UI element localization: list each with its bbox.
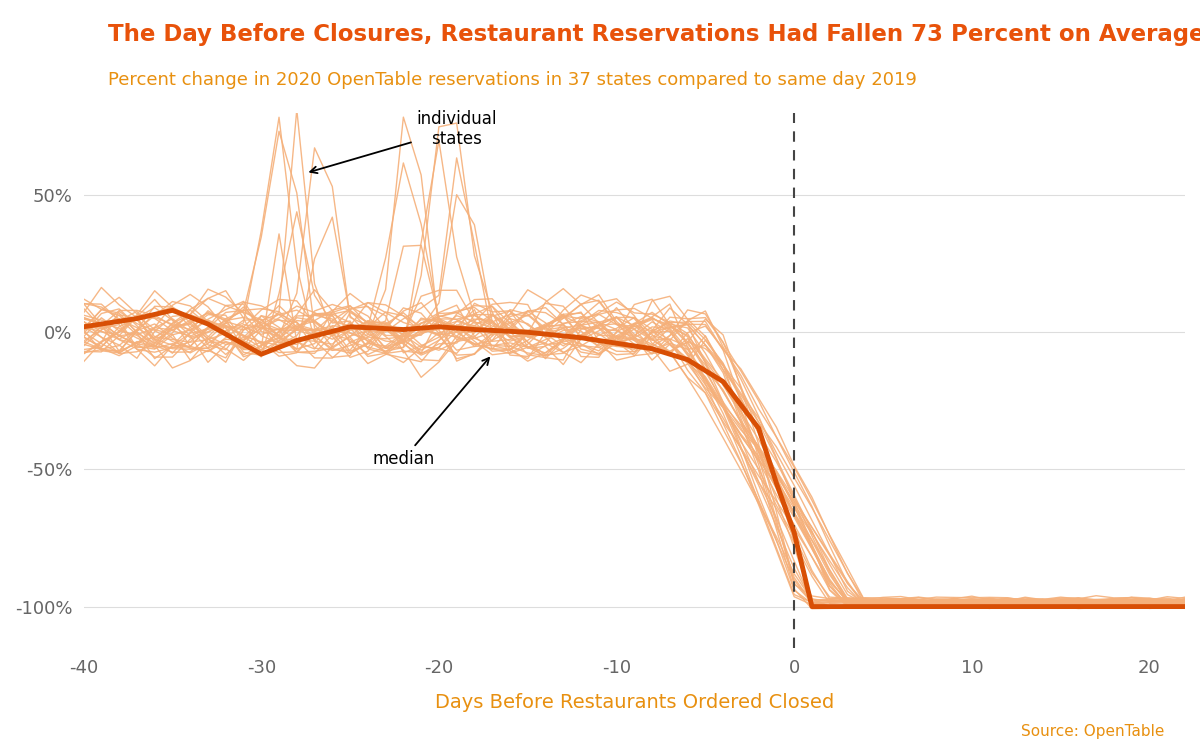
Text: individual
states: individual states <box>311 110 497 173</box>
Text: The Day Before Closures, Restaurant Reservations Had Fallen 73 Percent on Averag: The Day Before Closures, Restaurant Rese… <box>108 22 1200 46</box>
Text: median: median <box>372 358 490 468</box>
X-axis label: Days Before Restaurants Ordered Closed: Days Before Restaurants Ordered Closed <box>434 694 834 712</box>
Text: Source: OpenTable: Source: OpenTable <box>1021 724 1164 739</box>
Text: Percent change in 2020 OpenTable reservations in 37 states compared to same day : Percent change in 2020 OpenTable reserva… <box>108 71 917 89</box>
